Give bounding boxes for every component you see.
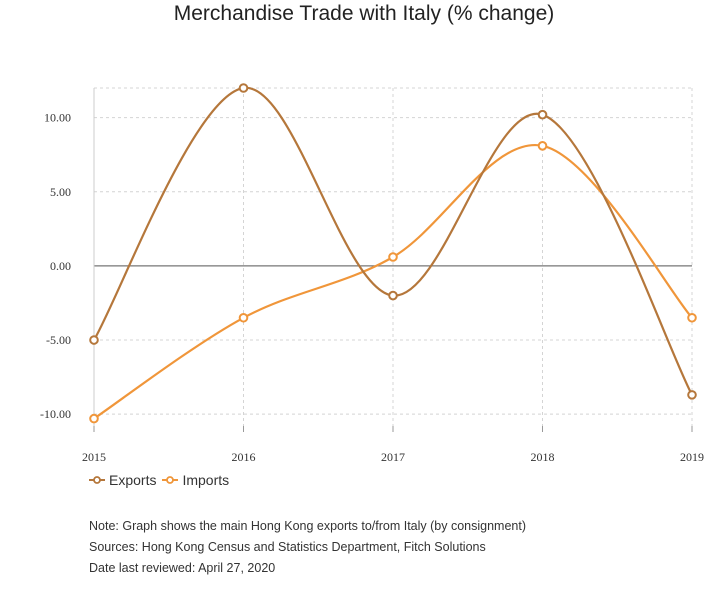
legend-label: Exports — [109, 472, 157, 488]
imports-data-point[interactable] — [687, 312, 697, 323]
exports-data-point[interactable] — [238, 83, 249, 93]
date-reviewed-text: Date last reviewed: April 27, 2020 — [89, 561, 276, 575]
axes: -10.00 -5.00 0.00 5.00 10.00 2015 2016 2017 2018… — [40, 88, 704, 464]
sources-text: Sources: Hong Kong Census and Statistics… — [89, 540, 486, 554]
chart-title: Merchandise Trade with Italy (% change) — [173, 2, 555, 25]
imports-data-point[interactable] — [89, 413, 99, 424]
y-tick-label: -10.00 — [40, 407, 71, 421]
y-tick-label: 0.00 — [50, 259, 71, 273]
exports-data-point[interactable] — [687, 390, 697, 400]
imports-data-point[interactable] — [238, 312, 249, 323]
notes: Note: Graph shows the main Hong Kong exp… — [89, 516, 526, 579]
exports-data-point[interactable] — [388, 290, 398, 301]
line-chart: -10.00 -5.00 0.00 5.00 10.00 2015 2016 2017 2018… — [40, 83, 704, 464]
exports-data-point[interactable] — [89, 335, 99, 345]
legend: Exports Imports — [89, 472, 235, 488]
y-tick-label: 10.00 — [44, 111, 71, 125]
x-tick-label: 2016 — [232, 450, 256, 464]
series — [89, 83, 697, 424]
x-tick-label: 2018 — [531, 450, 555, 464]
legend-item-exports[interactable]: Exports — [89, 472, 156, 488]
legend-label: Imports — [182, 472, 230, 488]
imports-data-point[interactable] — [537, 141, 548, 151]
x-tick-label: 2015 — [82, 450, 106, 464]
y-tick-label: 5.00 — [50, 185, 71, 199]
legend-item-imports[interactable]: Imports — [162, 472, 229, 488]
imports-data-point[interactable] — [388, 252, 398, 262]
legend-line-marker-icon — [89, 476, 105, 484]
exports-data-point[interactable] — [537, 109, 548, 120]
x-tick-label: 2017 — [381, 450, 405, 464]
note-text: Note: Graph shows the main Hong Kong exp… — [89, 519, 527, 533]
x-tick-label: 2019 — [680, 450, 704, 464]
y-tick-label: -5.00 — [46, 333, 71, 347]
legend-line-marker-icon — [162, 476, 179, 484]
